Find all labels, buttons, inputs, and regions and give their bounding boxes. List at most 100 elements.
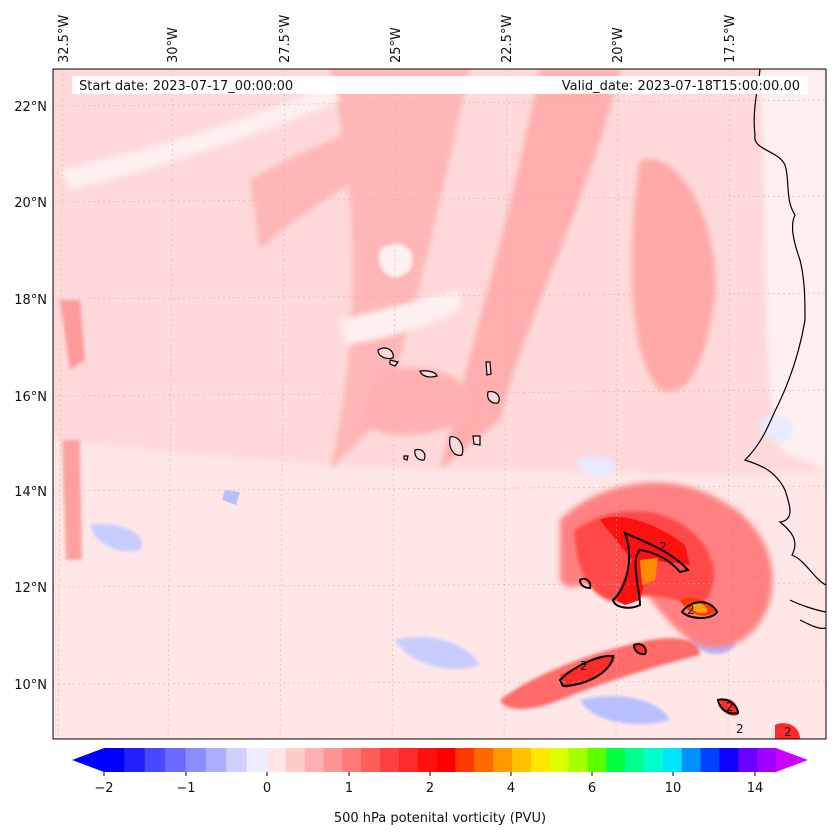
negative-patch-1 — [90, 524, 142, 552]
lon-label: 27.5°W — [278, 15, 293, 63]
colorbar-tick-label: −2 — [94, 781, 113, 796]
island-fogo — [414, 448, 426, 461]
colorbar-segments — [104, 748, 777, 772]
colorbar-segment — [205, 748, 227, 772]
colorbar-segment — [549, 748, 570, 772]
colorbar-segment — [474, 748, 494, 772]
colorbar-segment — [304, 748, 325, 772]
lon-label: 32.5°W — [57, 15, 72, 63]
colorbar-tick-label: 1 — [345, 781, 353, 796]
colorbar-segment — [757, 748, 777, 772]
negative-patch-7 — [760, 416, 793, 442]
colorbar-segment — [226, 748, 248, 772]
colorbar-segment — [342, 748, 362, 772]
lat-label: 22°N — [14, 100, 47, 115]
contour-label: 2 — [580, 659, 588, 673]
pv-field: 2 2 2 2 2 2 Start date: 2023-07-17_00:00… — [53, 69, 826, 739]
colorbar-segment — [738, 748, 758, 772]
light-streak-2 — [340, 290, 460, 345]
header-box — [72, 76, 808, 94]
colorbar-segment — [436, 748, 457, 772]
colorbar-segment — [124, 748, 146, 772]
island-maio — [472, 435, 481, 446]
colorbar-segment — [568, 748, 588, 772]
island-sao-vicente — [389, 359, 400, 367]
lon-label: 30°W — [166, 27, 181, 63]
colorbar-tick-label: 10 — [665, 781, 682, 796]
colorbar-tick-label: 0 — [263, 781, 271, 796]
coastal-light-region — [760, 69, 826, 470]
colorbar-segment — [719, 748, 739, 772]
island-santo-antao — [377, 347, 394, 360]
island-brava — [403, 455, 409, 461]
pv-2-contours — [558, 531, 740, 715]
pv-band-4 — [631, 159, 716, 392]
lat-label: 10°N — [14, 678, 47, 693]
colorbar-segment — [681, 748, 702, 772]
island-santiago — [449, 436, 464, 456]
light-streak-3 — [379, 243, 413, 278]
colorbar-segment — [323, 748, 343, 772]
valid-date-label: Valid_date: 2023-07-18T15:00:00.00 — [562, 79, 800, 94]
colorbar-segment — [662, 748, 683, 772]
contour-labels: 2 2 2 2 2 2 — [580, 540, 792, 739]
colorbar-segment — [246, 748, 268, 772]
colorbar-tick-label: 14 — [747, 781, 764, 796]
latitude-axis: 22°N 20°N 18°N 16°N 14°N 12°N 10°N — [14, 100, 47, 693]
colorbar-tick-label: 4 — [507, 781, 515, 796]
contour-label: 2 — [659, 540, 667, 554]
lat-label: 12°N — [14, 581, 47, 596]
pv-band-west — [60, 300, 85, 370]
colorbar-segment — [185, 748, 207, 772]
lat-label: 14°N — [14, 485, 47, 500]
colorbar-ticks — [103, 772, 756, 776]
contour-label: 2 — [784, 725, 792, 739]
colorbar-segment — [606, 748, 626, 772]
island-sao-nicolau — [419, 370, 438, 378]
colorbar-tick-label: 6 — [588, 781, 596, 796]
southern-band-core — [560, 655, 615, 688]
colorbar-segment — [104, 748, 125, 772]
lon-label: 20°W — [611, 27, 626, 63]
contour-label: 2 — [687, 603, 695, 617]
colorbar-segment — [361, 748, 381, 772]
colorbar-arrow-left — [72, 748, 104, 772]
pv-band-3 — [250, 110, 400, 250]
colorbar-segment — [398, 748, 419, 772]
coastline — [743, 69, 826, 630]
colorbar-segment — [165, 748, 186, 772]
colorbar-tick-label: −1 — [176, 781, 195, 796]
longitude-axis: 32.5°W 30°W 27.5°W 25°W 22.5°W 20°W 17.5… — [57, 15, 738, 63]
colorbar-segment — [644, 748, 664, 772]
vortex-secondary-core — [690, 602, 708, 614]
lat-label: 20°N — [14, 196, 47, 211]
pv-band-2 — [440, 69, 620, 470]
colorbar-title: 500 hPa potenital vorticity (PVU) — [334, 811, 546, 826]
negative-patch-2 — [395, 636, 480, 669]
negative-patch-6 — [575, 455, 616, 477]
contour-label: 2 — [726, 700, 734, 714]
lat-label: 18°N — [14, 293, 47, 308]
islands — [377, 347, 500, 461]
pv-band-west-2 — [62, 440, 82, 560]
colorbar-segment — [455, 748, 475, 772]
colorbar-tick-label: 2 — [426, 781, 434, 796]
colorbar-segment — [417, 748, 438, 772]
lon-label: 17.5°W — [723, 15, 738, 63]
colorbar-segment — [512, 748, 532, 772]
colorbar-segment — [530, 748, 551, 772]
colorbar-segment — [625, 748, 645, 772]
negative-patch-3 — [580, 696, 670, 724]
colorbar-segment — [285, 748, 306, 772]
light-streak-1 — [60, 85, 340, 190]
vortex-center — [640, 558, 658, 585]
lon-label: 22.5°W — [500, 15, 515, 63]
south-blob-2 — [775, 723, 800, 739]
colorbar-segment — [380, 748, 400, 772]
lat-label: 16°N — [14, 390, 47, 405]
island-sal — [485, 361, 492, 376]
pv-blob-islands — [360, 367, 472, 435]
colorbar-segment — [700, 748, 720, 772]
colorbar-segment — [493, 748, 513, 772]
